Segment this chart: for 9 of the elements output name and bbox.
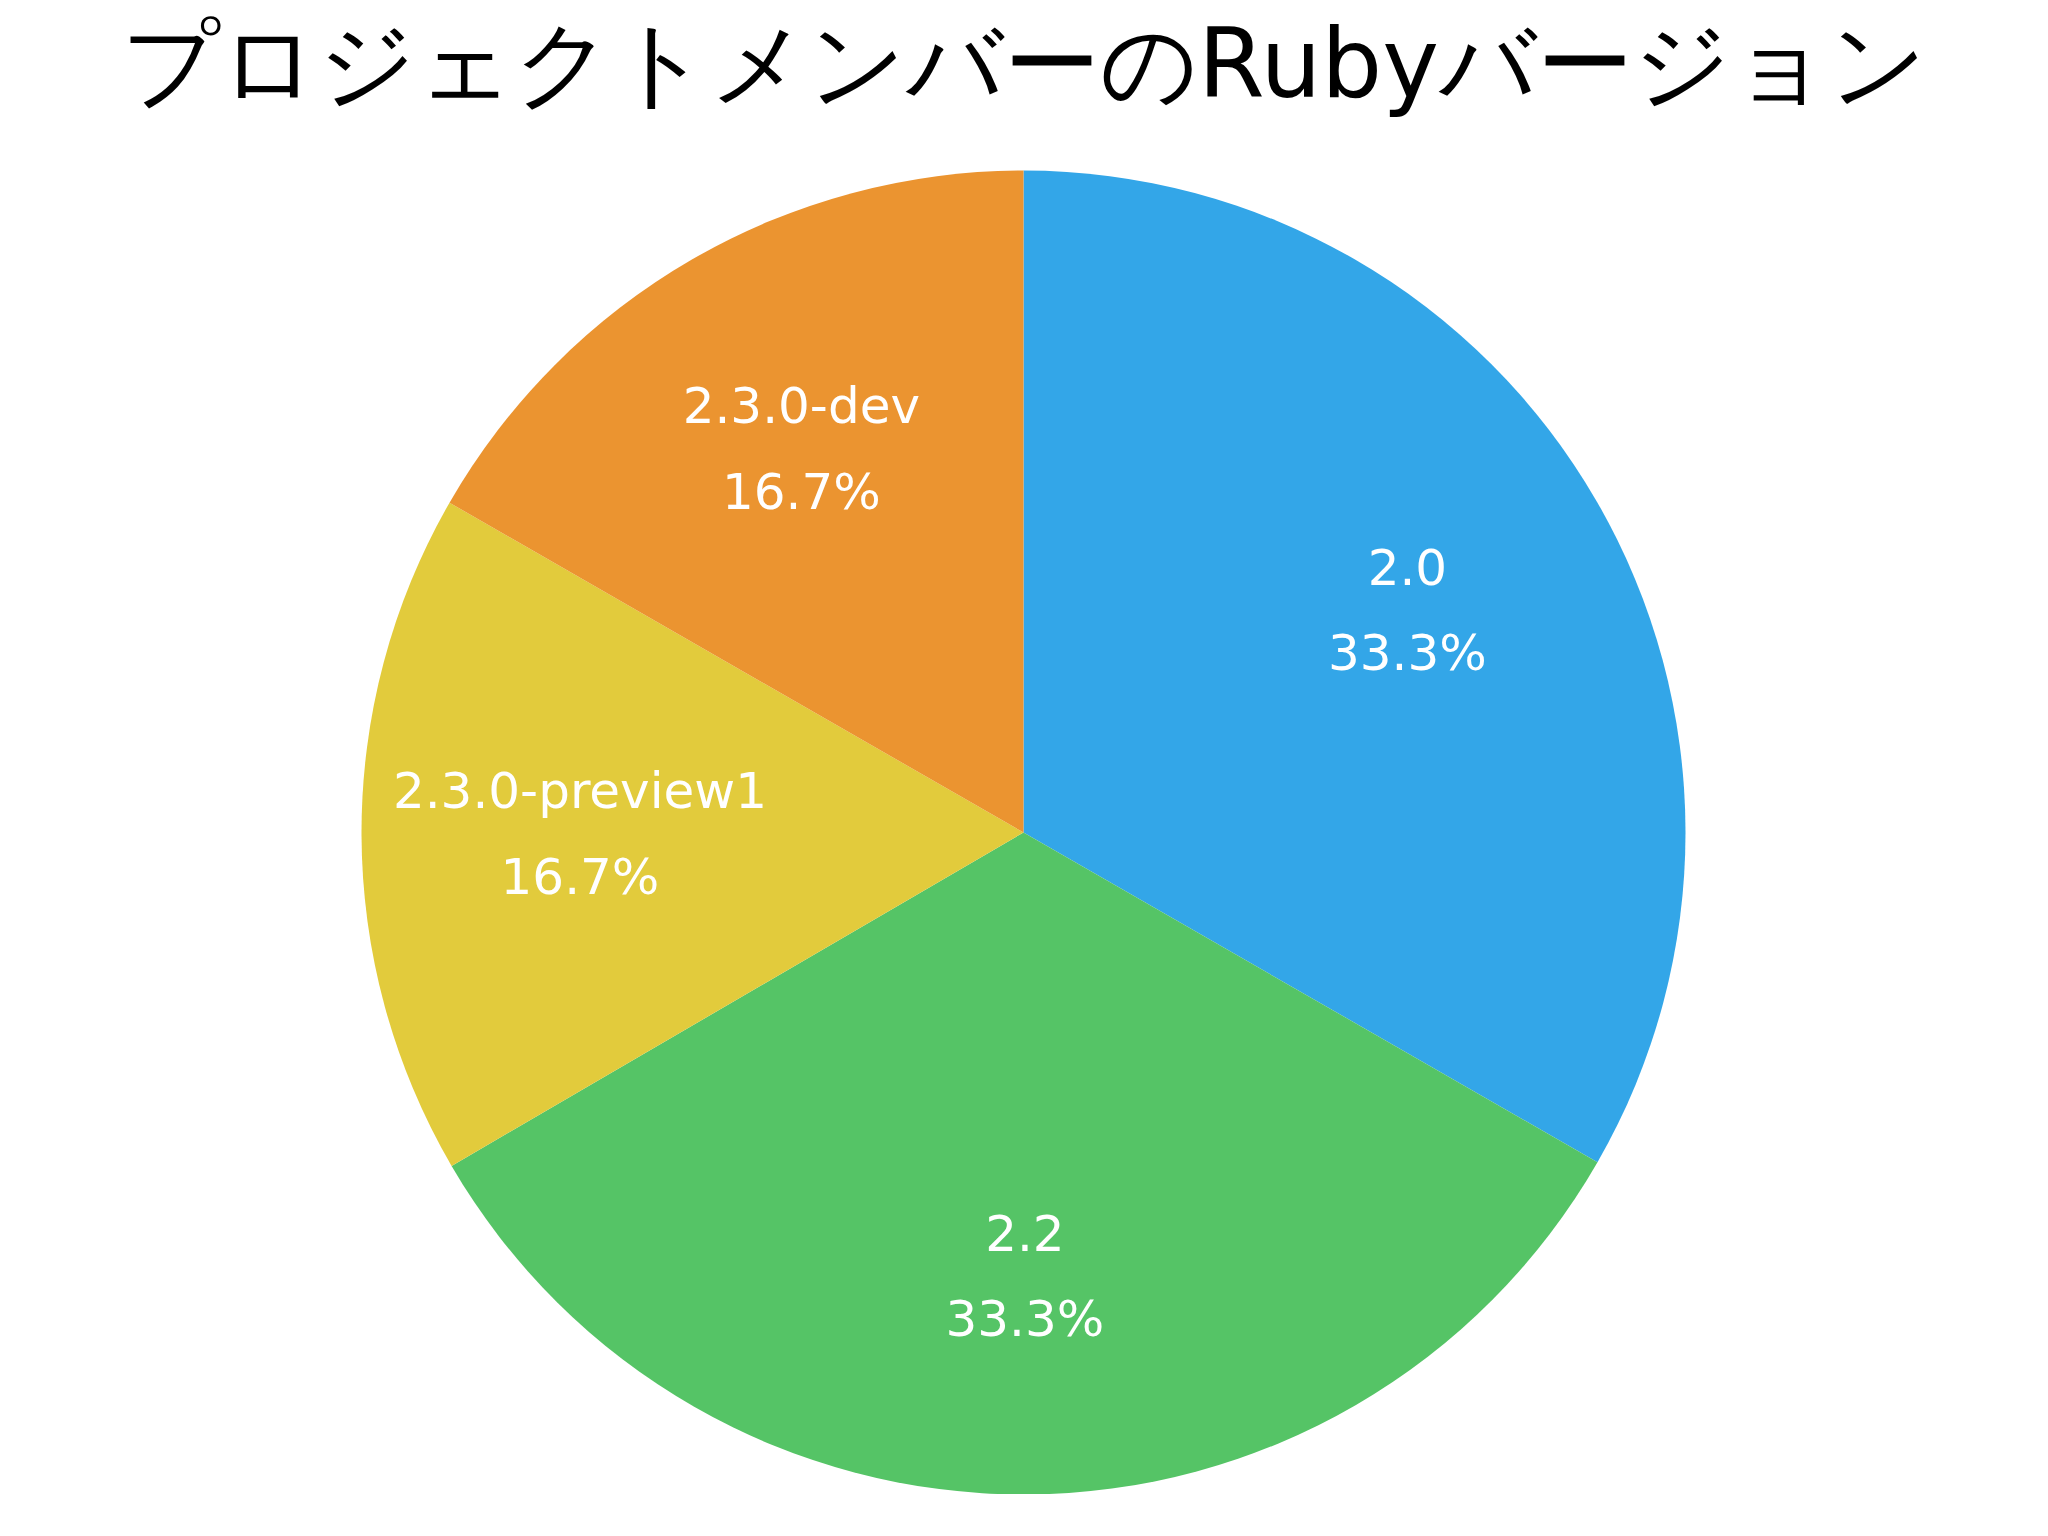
data-label: 33.3%: [1327, 624, 1487, 683]
slice-label: 2.2: [985, 1205, 1065, 1264]
chart-title: プロジェクトメンバーのRubyバージョン: [122, 7, 1927, 120]
slice-label: 2.3.0-dev: [682, 376, 921, 435]
data-label: 33.3%: [945, 1290, 1105, 1349]
slice-label: 2.3.0-preview1: [392, 761, 768, 820]
data-label: 16.7%: [721, 462, 881, 521]
data-label: 16.7%: [500, 847, 660, 906]
slice-label: 2.0: [1367, 539, 1448, 598]
